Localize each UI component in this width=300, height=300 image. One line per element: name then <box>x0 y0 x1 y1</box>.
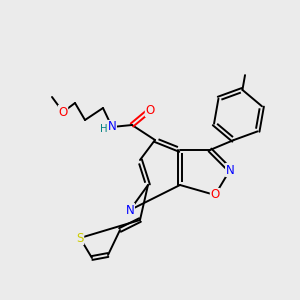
Text: H: H <box>100 124 107 134</box>
Text: S: S <box>76 232 84 244</box>
Text: O: O <box>58 106 68 118</box>
Text: O: O <box>146 103 154 116</box>
Text: N: N <box>226 164 234 176</box>
Text: N: N <box>126 203 134 217</box>
Text: N: N <box>108 121 116 134</box>
Text: O: O <box>210 188 220 202</box>
